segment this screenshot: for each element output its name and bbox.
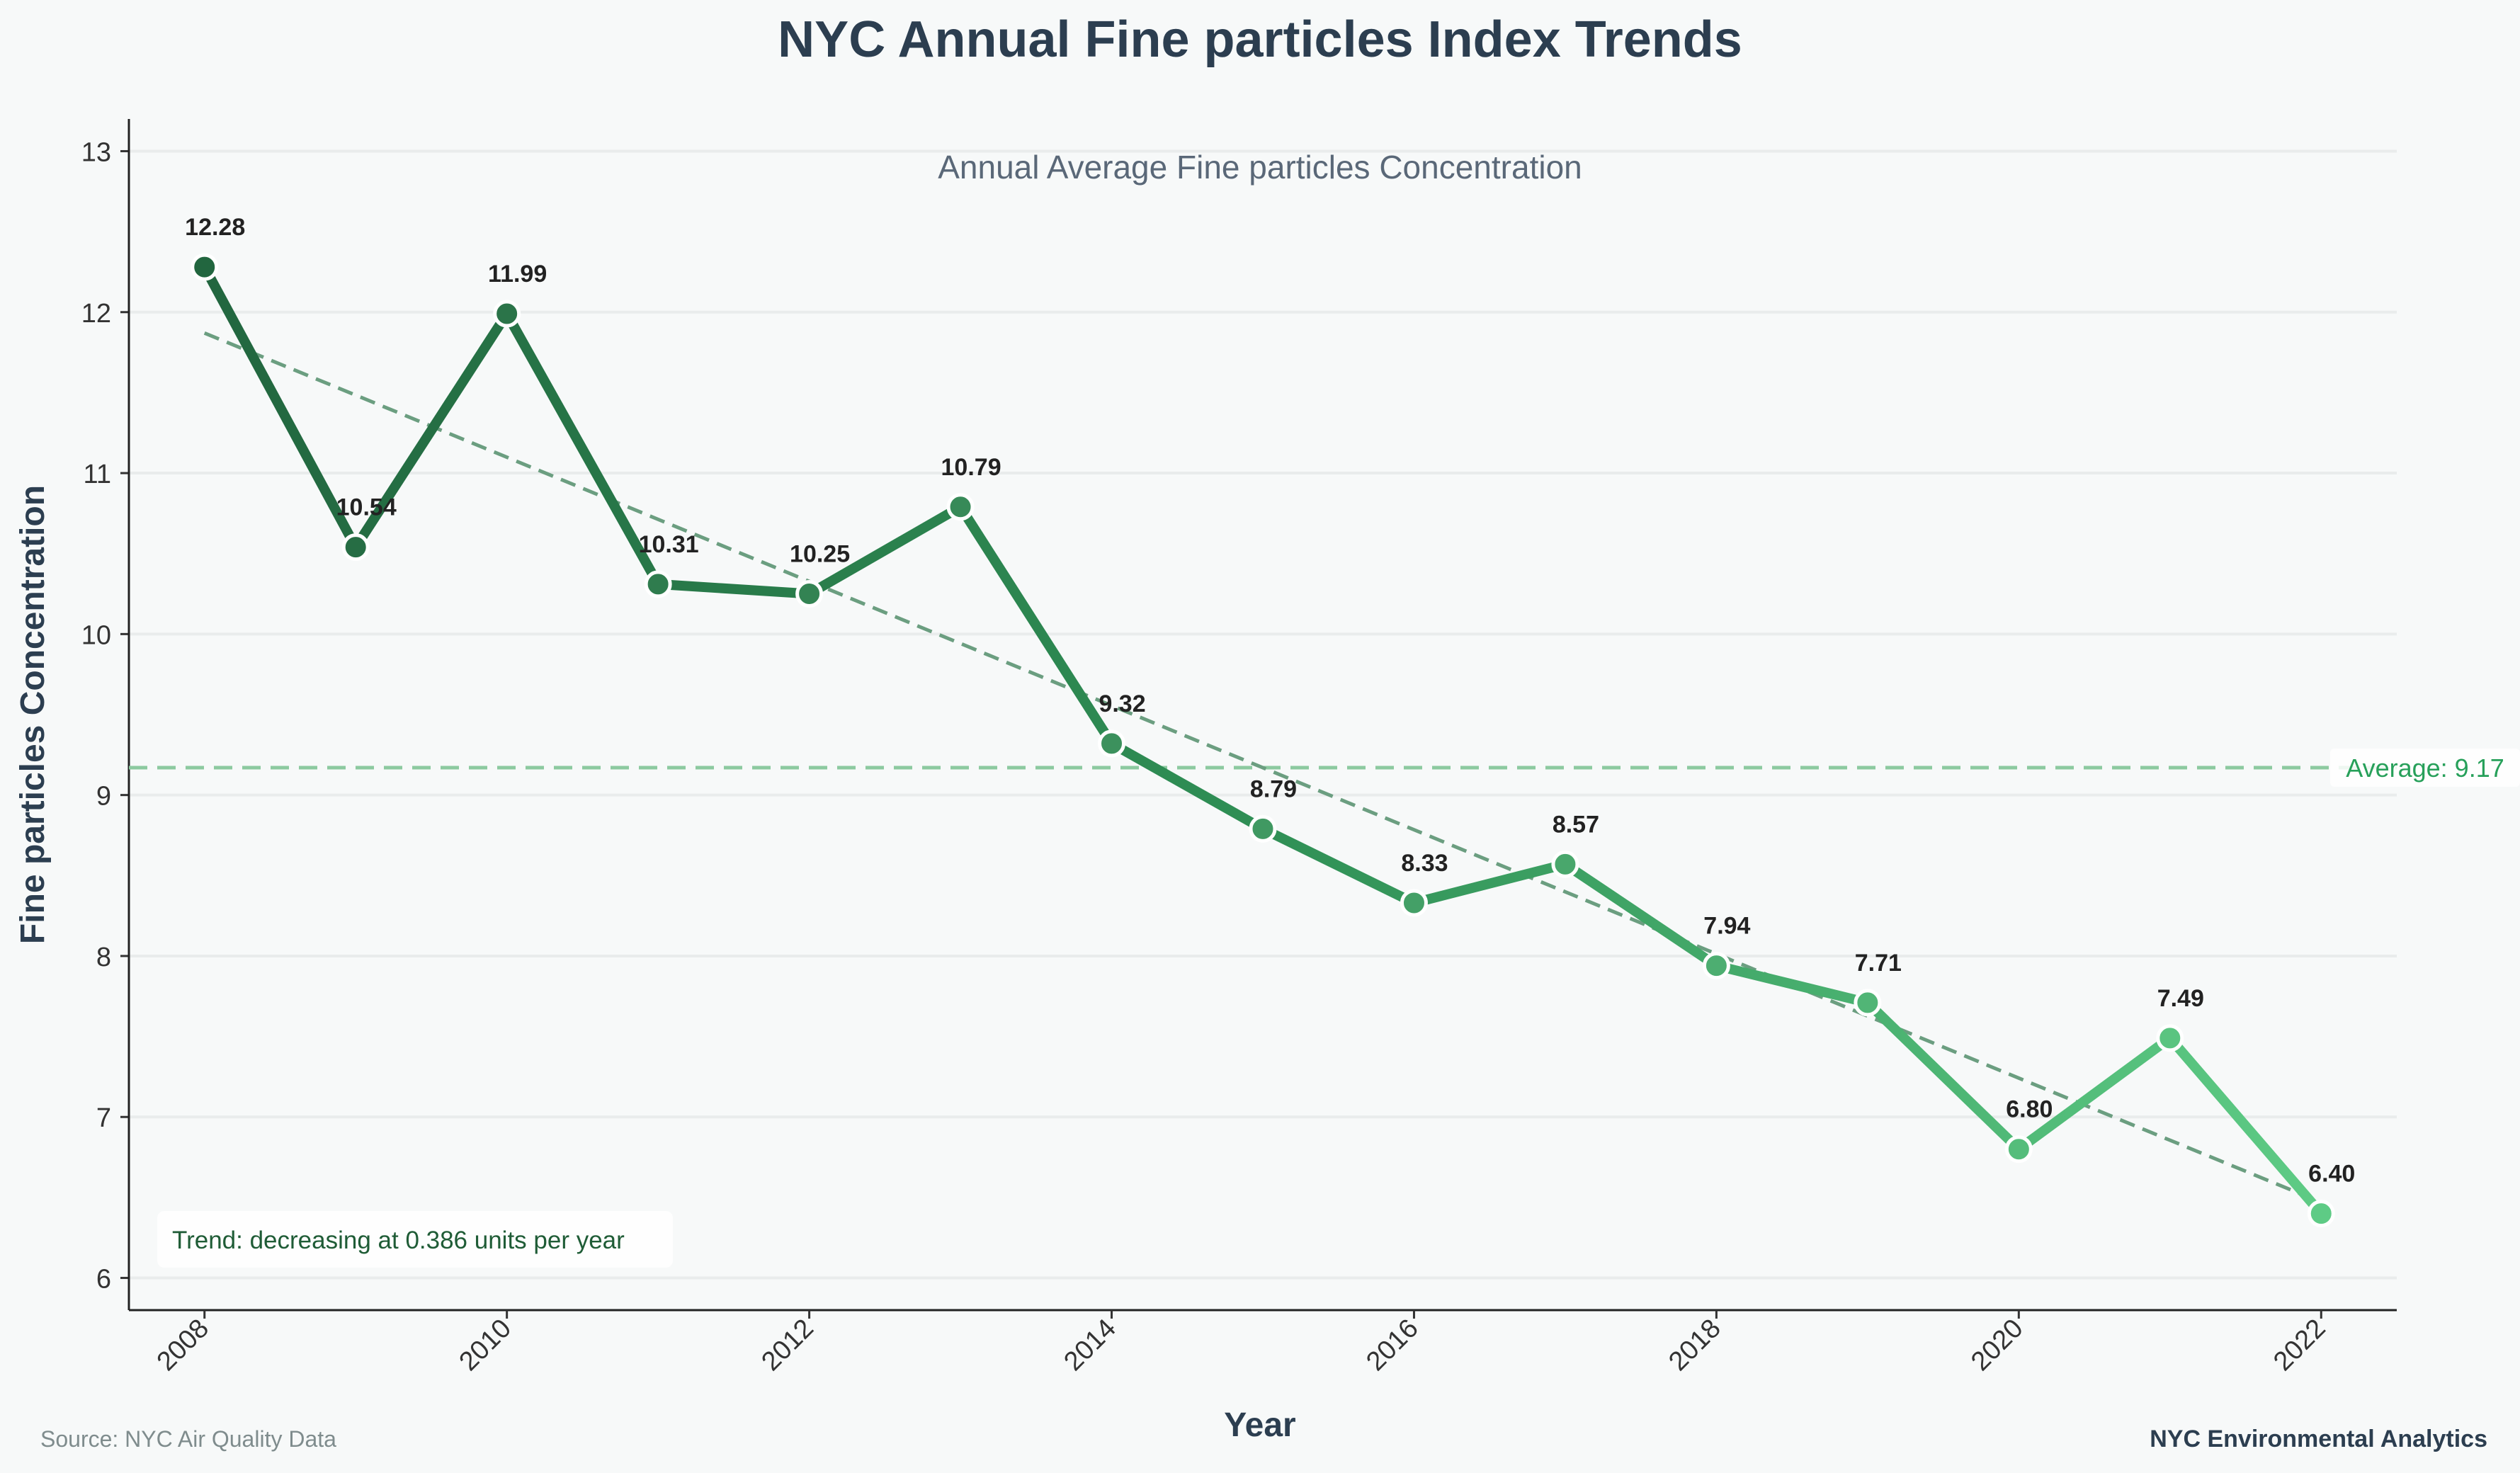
data-label: 8.79 — [1250, 775, 1297, 802]
y-tick-label: 11 — [84, 460, 111, 489]
data-point — [2307, 1200, 2335, 1228]
average-label-box: Average: 9.17 — [2330, 749, 2520, 787]
data-point — [1854, 989, 1882, 1017]
data-point — [795, 580, 824, 608]
x-tick-label: 2022 — [2268, 1314, 2331, 1377]
data-label: 12.28 — [185, 214, 245, 241]
data-label: 10.25 — [790, 541, 850, 568]
data-point — [1551, 850, 1579, 878]
y-tick-label: 6 — [96, 1265, 111, 1295]
data-point — [2156, 1024, 2184, 1052]
data-point — [1400, 889, 1428, 917]
data-point — [946, 493, 975, 521]
x-tick-label: 2020 — [1965, 1314, 2028, 1377]
data-point — [341, 533, 370, 562]
trend-line — [203, 331, 2322, 1205]
data-point — [493, 300, 521, 328]
y-tick-label: 7 — [96, 1103, 111, 1133]
data-label: 6.80 — [2006, 1096, 2053, 1123]
data-points — [191, 253, 2335, 1228]
x-tick-label: 2008 — [152, 1314, 215, 1377]
series-line — [199, 262, 2327, 1219]
data-label: 7.71 — [1855, 950, 1902, 977]
x-tick-label: 2016 — [1361, 1314, 1424, 1377]
data-label: 7.94 — [1703, 913, 1750, 940]
x-tick-label: 2014 — [1058, 1314, 1121, 1377]
grid-lines — [120, 149, 2397, 1280]
y-tick-labels: 6 7 8 9 10 11 12 13 — [81, 137, 111, 1294]
y-axis-title: Fine particles Concentration — [14, 485, 52, 944]
y-tick-label: 8 — [96, 943, 111, 972]
data-point — [191, 253, 219, 281]
data-label: 6.40 — [2308, 1161, 2355, 1188]
y-tick-label: 10 — [81, 620, 111, 650]
x-tick-labels: 2008 2010 2012 2014 2016 2018 2020 2022 — [152, 1310, 2332, 1377]
brand-note: NYC Environmental Analytics — [2150, 1426, 2487, 1452]
average-label: Average: 9.17 — [2346, 753, 2504, 783]
data-label: 8.33 — [1401, 850, 1448, 877]
data-labels: 12.28 10.54 11.99 10.31 10.25 10.79 9.32 8.79 8.… — [185, 214, 2355, 1188]
data-label: 8.57 — [1553, 811, 1599, 838]
data-label: 10.79 — [941, 454, 1001, 481]
y-tick-label: 13 — [81, 137, 111, 167]
data-label: 10.31 — [639, 531, 699, 558]
x-tick-label: 2018 — [1663, 1314, 1726, 1377]
source-note: Source: NYC Air Quality Data — [40, 1426, 336, 1452]
x-tick-label: 2012 — [756, 1314, 819, 1377]
data-point — [1249, 814, 1277, 843]
x-axis-title: Year — [1224, 1406, 1295, 1444]
chart-subtitle: Annual Average Fine particles Concentrat… — [938, 149, 1582, 186]
x-tick-label: 2010 — [454, 1314, 517, 1377]
data-point — [1702, 952, 1730, 980]
trend-annotation: Trend: decreasing at 0.386 units per yea… — [157, 1211, 673, 1268]
data-point — [2004, 1135, 2033, 1164]
data-label: 11.99 — [488, 261, 547, 288]
data-point — [1098, 729, 1126, 758]
data-point — [644, 570, 672, 598]
trend-annotation-text: Trend: decreasing at 0.386 units per yea… — [172, 1227, 625, 1254]
data-label: 9.32 — [1099, 690, 1145, 717]
y-tick-label: 9 — [96, 782, 111, 812]
data-label: 10.54 — [336, 494, 397, 521]
chart-title: NYC Annual Fine particles Index Trends — [778, 11, 1742, 68]
data-label: 7.49 — [2157, 985, 2204, 1012]
y-tick-label: 12 — [81, 299, 111, 329]
